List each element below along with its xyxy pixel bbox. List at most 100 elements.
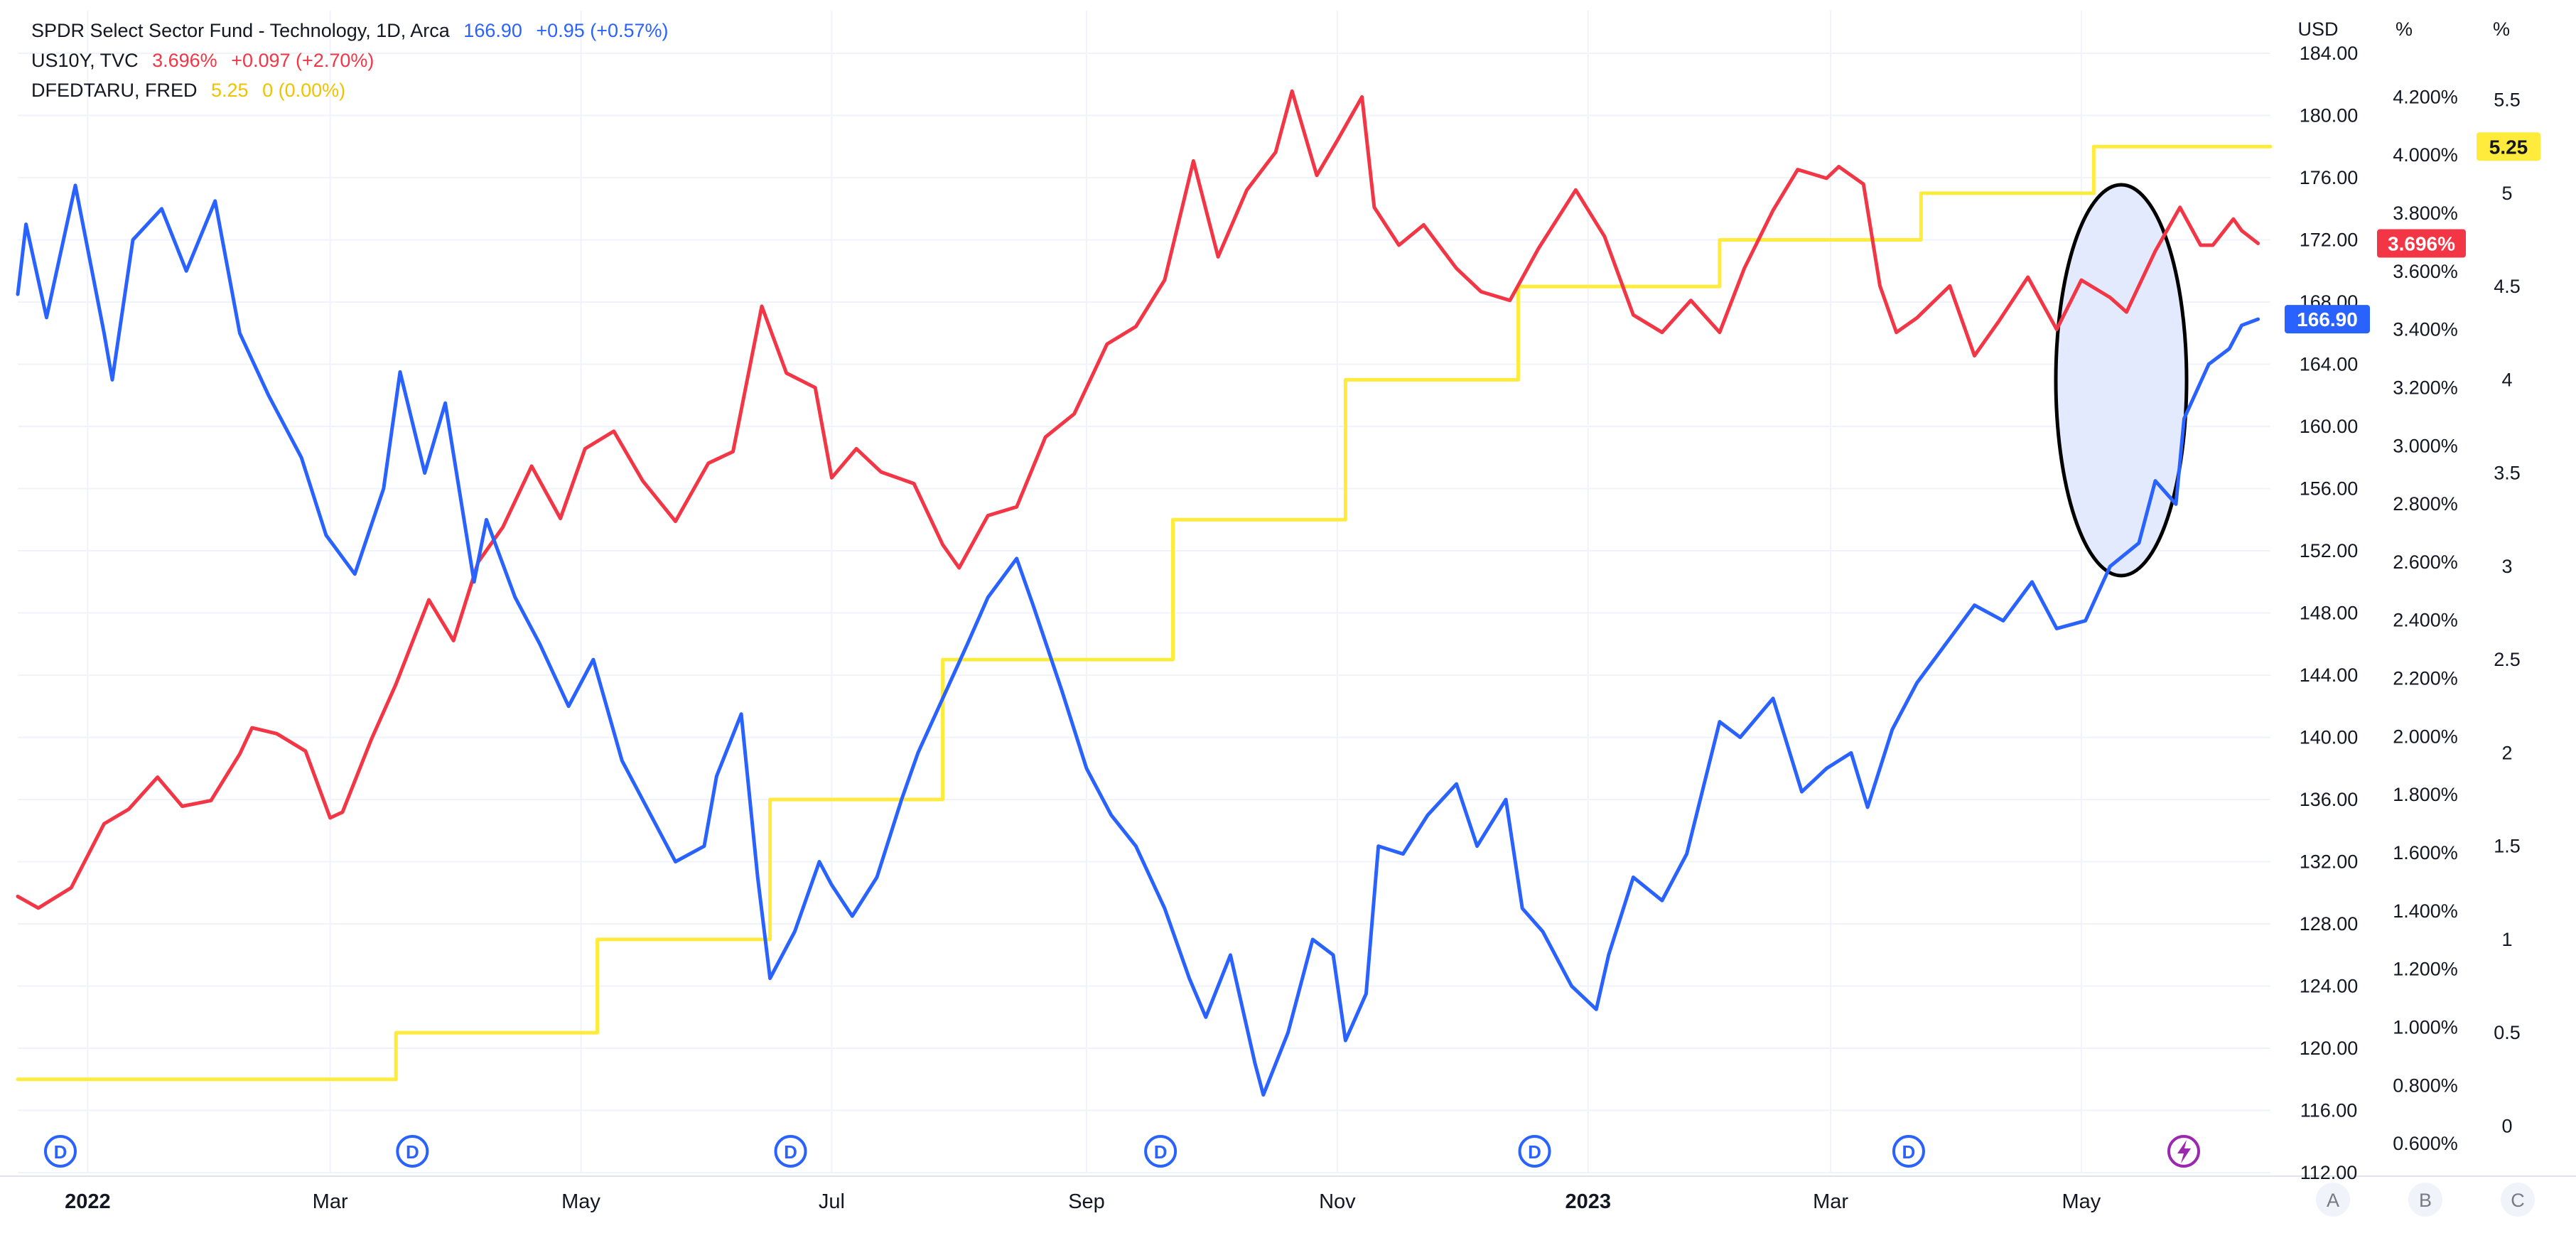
badge-xlk: 166.90 [2285, 305, 2370, 334]
dividend-marker-circle [396, 1135, 429, 1168]
pct-tick-label: 1.400% [2393, 900, 2458, 922]
scale-button-label: B [2419, 1190, 2432, 1211]
pct2-tick-label: 3 [2501, 556, 2512, 577]
dividend-marker-circle [1892, 1135, 1925, 1168]
highlight-ellipse [2054, 183, 2189, 578]
series-line-xlk[interactable] [16, 183, 2260, 1097]
pct2-tick-label: 1 [2501, 929, 2512, 950]
pct-tick-label: 2.600% [2393, 551, 2458, 573]
dividend-marker[interactable]: D [1892, 1135, 1925, 1168]
scale-button-a[interactable]: A [2316, 1183, 2350, 1217]
lightning-icon[interactable] [2167, 1135, 2200, 1168]
usd-tick-label: 176.00 [2300, 167, 2359, 188]
dividend-marker-label: D [1154, 1141, 1168, 1163]
scale-button-label: A [2327, 1190, 2339, 1211]
usd-scale-header: USD [2297, 18, 2338, 40]
pct2-tick-label: 5.5 [2494, 90, 2521, 111]
time-scale-panel[interactable] [0, 1176, 2274, 1234]
badge-us10y-bg [2377, 229, 2466, 258]
legend-dfedtaru-value: 5.25 [211, 80, 249, 101]
usd-tick-label: 112.00 [2300, 1162, 2358, 1183]
legend-xlk-value: 166.90 [463, 20, 522, 41]
time-tick-label: Nov [1319, 1190, 1356, 1213]
dividend-marker-label: D [406, 1141, 419, 1163]
dividend-marker-circle [1144, 1135, 1177, 1168]
price-scale-panel[interactable] [2274, 0, 2576, 1234]
pct-tick-label: 2.000% [2393, 726, 2458, 747]
dividend-marker[interactable]: D [396, 1135, 429, 1168]
lightning-glyph [2177, 1140, 2191, 1163]
series-line-dfedtaru[interactable] [16, 144, 2273, 1082]
time-tick-label: May [2062, 1190, 2101, 1213]
pct-tick-label: 3.600% [2393, 261, 2458, 282]
legend-row-xlk[interactable]: SPDR Select Sector Fund - Technology, 1D… [31, 16, 677, 45]
gridlines [18, 11, 2270, 1173]
legend: SPDR Select Sector Fund - Technology, 1D… [31, 16, 677, 105]
pct-tick-label: 4.200% [2393, 86, 2458, 107]
usd-tick-label: 136.00 [2300, 789, 2359, 810]
usd-tick-label: 132.00 [2300, 851, 2359, 873]
pct2-tick-label: 4.5 [2494, 276, 2521, 297]
pct-tick-label: 3.400% [2393, 319, 2458, 340]
time-tick-label: 2023 [1565, 1190, 1611, 1213]
legend-us10y-value: 3.696% [152, 50, 217, 71]
usd-tick-label: 160.00 [2300, 416, 2359, 437]
time-tick-label: Jul [819, 1190, 845, 1213]
pct-tick-label: 2.400% [2393, 610, 2458, 631]
badge-dfedtaru-bg [2477, 132, 2540, 161]
badge-xlk-bg [2285, 305, 2370, 334]
pct-tick-label: 2.200% [2393, 668, 2458, 689]
usd-tick-label: 156.00 [2300, 478, 2359, 500]
time-tick-label: Mar [1813, 1190, 1848, 1213]
pct2-tick-label: 2.5 [2494, 649, 2521, 670]
dividend-marker-label: D [54, 1141, 68, 1163]
time-tick-label: 2022 [65, 1190, 111, 1213]
usd-tick-label: 140.00 [2300, 727, 2359, 748]
pct2-tick-label: 1.5 [2494, 836, 2521, 857]
scale-button-label: C [2511, 1190, 2525, 1211]
dividend-marker[interactable]: D [1144, 1135, 1177, 1168]
pct2-scale-header: % [2493, 18, 2510, 40]
pct-tick-label: 1.000% [2393, 1016, 2458, 1038]
pct-tick-label: 2.800% [2393, 493, 2458, 515]
usd-tick-label: 180.00 [2300, 105, 2359, 127]
dividend-marker-label: D [784, 1141, 797, 1163]
time-tick-label: Mar [313, 1190, 348, 1213]
dividend-marker[interactable]: D [774, 1135, 807, 1168]
badge-xlk-text: 166.90 [2297, 308, 2358, 330]
legend-xlk-change: +0.95 (+0.57%) [536, 20, 669, 41]
usd-tick-label: 124.00 [2300, 976, 2359, 997]
legend-xlk-name: SPDR Select Sector Fund - Technology, 1D… [31, 20, 450, 41]
series-line-us10y[interactable] [16, 89, 2260, 910]
pct-tick-label: 3.200% [2393, 377, 2458, 398]
badge-dfedtaru-text: 5.25 [2489, 136, 2528, 158]
usd-tick-label: 144.00 [2300, 664, 2359, 686]
scale-button-b[interactable]: B [2408, 1183, 2442, 1217]
pct-tick-label: 0.600% [2393, 1133, 2458, 1154]
badge-dfedtaru: 5.25 [2477, 132, 2540, 161]
dividend-marker[interactable]: D [44, 1135, 77, 1168]
pct2-tick-label: 5 [2501, 183, 2512, 204]
dividend-marker-label: D [1528, 1141, 1541, 1163]
legend-dfedtaru-change: 0 (0.00%) [262, 80, 346, 101]
legend-us10y-name: US10Y, TVC [31, 50, 139, 71]
usd-tick-label: 152.00 [2300, 540, 2359, 561]
scale-button-bg [2316, 1183, 2350, 1217]
scale-button-bg [2408, 1183, 2442, 1217]
scale-button-c[interactable]: C [2501, 1183, 2535, 1217]
badge-us10y-text: 3.696% [2388, 233, 2455, 255]
scale-button-bg [2501, 1183, 2535, 1217]
usd-tick-label: 128.00 [2300, 913, 2359, 935]
dividend-marker-circle [774, 1135, 807, 1168]
time-tick-label: Sep [1068, 1190, 1105, 1213]
dividend-marker[interactable]: D [1518, 1135, 1551, 1168]
legend-row-dfedtaru[interactable]: DFEDTARU, FRED 5.25 0 (0.00%) [31, 75, 677, 105]
legend-row-us10y[interactable]: US10Y, TVC 3.696% +0.097 (+2.70%) [31, 45, 677, 75]
usd-tick-label: 116.00 [2300, 1100, 2358, 1121]
dividend-marker-circle [1518, 1135, 1551, 1168]
time-tick-label: May [561, 1190, 600, 1213]
dividend-marker-label: D [1902, 1141, 1916, 1163]
pct2-tick-label: 0.5 [2494, 1022, 2521, 1043]
